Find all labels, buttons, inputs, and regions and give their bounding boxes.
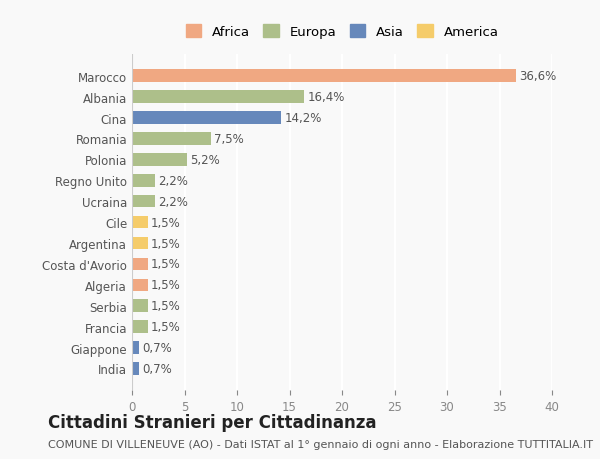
Text: 1,5%: 1,5%: [151, 279, 181, 291]
Text: 16,4%: 16,4%: [307, 91, 345, 104]
Bar: [132, 91, 304, 104]
Text: 0,7%: 0,7%: [143, 362, 172, 375]
Bar: [132, 70, 516, 83]
Bar: [132, 112, 281, 124]
Text: 5,2%: 5,2%: [190, 154, 220, 167]
Text: 1,5%: 1,5%: [151, 300, 181, 313]
Legend: Africa, Europa, Asia, America: Africa, Europa, Asia, America: [179, 18, 505, 45]
Bar: [132, 216, 148, 229]
Text: 36,6%: 36,6%: [520, 70, 557, 83]
Bar: [132, 321, 148, 333]
Text: COMUNE DI VILLENEUVE (AO) - Dati ISTAT al 1° gennaio di ogni anno - Elaborazione: COMUNE DI VILLENEUVE (AO) - Dati ISTAT a…: [48, 440, 593, 449]
Text: 1,5%: 1,5%: [151, 258, 181, 271]
Bar: [132, 363, 139, 375]
Bar: [132, 279, 148, 291]
Text: 14,2%: 14,2%: [284, 112, 322, 125]
Bar: [132, 154, 187, 166]
Text: 0,7%: 0,7%: [143, 341, 172, 354]
Text: 7,5%: 7,5%: [214, 133, 244, 146]
Bar: [132, 133, 211, 146]
Text: Cittadini Stranieri per Cittadinanza: Cittadini Stranieri per Cittadinanza: [48, 413, 377, 431]
Text: 1,5%: 1,5%: [151, 320, 181, 333]
Bar: [132, 341, 139, 354]
Text: 1,5%: 1,5%: [151, 237, 181, 250]
Bar: [132, 196, 155, 208]
Text: 1,5%: 1,5%: [151, 216, 181, 229]
Bar: [132, 258, 148, 271]
Bar: [132, 300, 148, 312]
Text: 2,2%: 2,2%: [158, 195, 188, 208]
Bar: [132, 237, 148, 250]
Text: 2,2%: 2,2%: [158, 174, 188, 187]
Bar: [132, 174, 155, 187]
